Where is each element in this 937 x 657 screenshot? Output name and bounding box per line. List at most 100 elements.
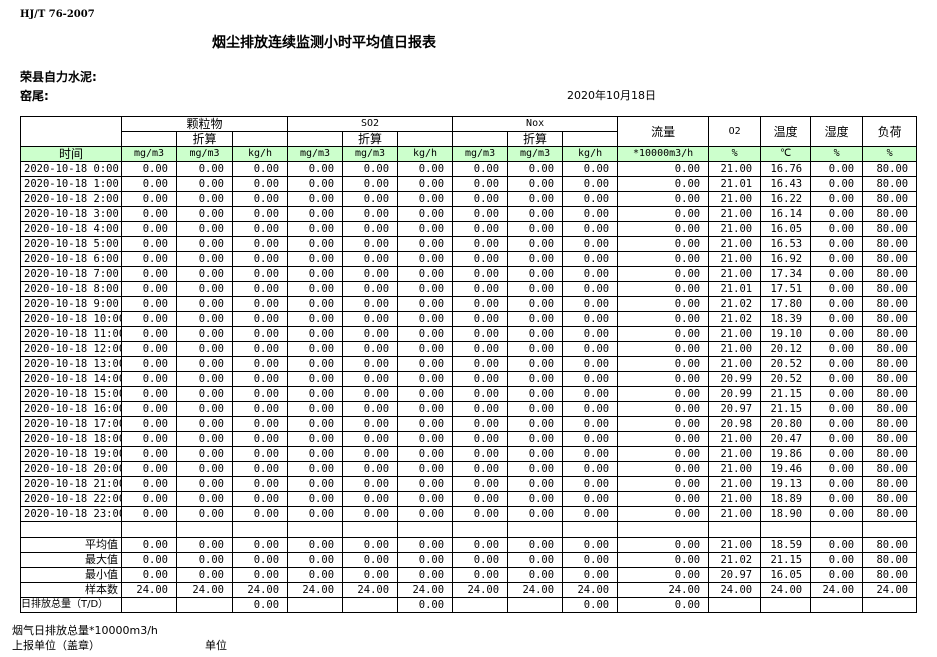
- summary-value: 0.00: [342, 567, 399, 583]
- value-cell: 0.00: [342, 206, 399, 222]
- value-cell: 0.00: [287, 311, 344, 327]
- summary-value: 0.00: [287, 537, 344, 553]
- value-cell: 0.00: [231, 446, 289, 462]
- summary-value: 21.15: [760, 552, 812, 568]
- value-cell: 0.00: [617, 476, 710, 492]
- header-row-converted: 折算 折算 折算: [21, 131, 917, 147]
- time-cell: 2020-10-18 15:00: [20, 386, 122, 402]
- value-cell: 0.00: [176, 281, 233, 297]
- value-cell: 0.00: [507, 326, 564, 342]
- value-cell: 21.00: [708, 506, 762, 522]
- time-cell: 2020-10-18 22:00: [20, 491, 122, 507]
- value-cell: 0.00: [231, 221, 289, 237]
- time-cell: 2020-10-18 8:00: [20, 281, 122, 297]
- value-cell: 0.00: [452, 446, 509, 462]
- empty-cell: [20, 521, 122, 538]
- header-converted: 折算: [507, 131, 564, 147]
- daily-total-value: [862, 597, 918, 613]
- time-cell: 2020-10-18 7:00: [20, 266, 122, 282]
- empty-cell: [452, 521, 509, 538]
- value-cell: 0.00: [231, 356, 289, 372]
- value-cell: 0.00: [342, 506, 399, 522]
- value-cell: 0.00: [342, 311, 399, 327]
- value-cell: 0.00: [810, 356, 864, 372]
- value-cell: 20.52: [760, 371, 812, 387]
- summary-value: 0.00: [562, 537, 619, 553]
- value-cell: 0.00: [287, 446, 344, 462]
- header-particulate: 颗粒物: [120, 116, 289, 132]
- table-row: 2020-10-18 9:00 0.00 0.00 0.00 0.00 0.00 0.00 0…: [20, 296, 918, 312]
- value-cell: 0.00: [176, 431, 233, 447]
- unit-cell: %: [708, 146, 762, 162]
- table-row: 2020-10-18 7:00 0.00 0.00 0.00 0.00 0.00 0.00 0…: [20, 266, 918, 282]
- value-cell: 0.00: [562, 446, 619, 462]
- value-cell: 0.00: [176, 341, 233, 357]
- value-cell: 20.99: [708, 386, 762, 402]
- value-cell: 0.00: [342, 341, 399, 357]
- value-cell: 0.00: [617, 386, 710, 402]
- empty-cell: [810, 521, 864, 538]
- daily-total-value: [176, 597, 233, 613]
- value-cell: 0.00: [176, 446, 233, 462]
- value-cell: 0.00: [397, 161, 454, 177]
- value-cell: 0.00: [452, 461, 509, 477]
- report-title: 烟尘排放连续监测小时平均值日报表: [212, 35, 436, 51]
- value-cell: 0.00: [452, 431, 509, 447]
- table-row: 2020-10-18 12:00 0.00 0.00 0.00 0.00 0.00 0.00…: [20, 341, 918, 357]
- value-cell: 0.00: [507, 341, 564, 357]
- header-time: 时间: [20, 146, 122, 162]
- header-blank: [121, 131, 177, 147]
- value-cell: 0.00: [617, 311, 710, 327]
- value-cell: 0.00: [507, 401, 564, 417]
- header-blank: [397, 131, 454, 147]
- value-cell: 0.00: [507, 476, 564, 492]
- value-cell: 0.00: [397, 506, 454, 522]
- value-cell: 0.00: [176, 401, 233, 417]
- value-cell: 0.00: [507, 206, 564, 222]
- daily-total-value: [760, 597, 812, 613]
- value-cell: 0.00: [507, 386, 564, 402]
- value-cell: 0.00: [617, 326, 710, 342]
- value-cell: 80.00: [862, 416, 918, 432]
- value-cell: 0.00: [121, 236, 177, 252]
- value-cell: 0.00: [507, 506, 564, 522]
- reporting-unit-label: 上报单位（盖章）: [12, 639, 100, 652]
- value-cell: 0.00: [176, 356, 233, 372]
- unit-label: 单位: [205, 639, 227, 652]
- value-cell: 0.00: [562, 401, 619, 417]
- summary-value: 0.00: [287, 567, 344, 583]
- summary-value: 0.00: [507, 567, 564, 583]
- value-cell: 0.00: [397, 236, 454, 252]
- value-cell: 0.00: [121, 311, 177, 327]
- value-cell: 0.00: [287, 296, 344, 312]
- value-cell: 0.00: [397, 416, 454, 432]
- value-cell: 0.00: [810, 236, 864, 252]
- unit-cell: kg/h: [231, 146, 289, 162]
- value-cell: 80.00: [862, 476, 918, 492]
- value-cell: 0.00: [617, 401, 710, 417]
- summary-value: 24.00: [397, 582, 454, 598]
- value-cell: 21.15: [760, 386, 812, 402]
- summary-value: 80.00: [862, 567, 918, 583]
- value-cell: 0.00: [176, 311, 233, 327]
- summary-value: 24.00: [760, 582, 812, 598]
- table-row: 2020-10-18 15:00 0.00 0.00 0.00 0.00 0.00 0.00…: [20, 386, 918, 402]
- table-row: 2020-10-18 13:00 0.00 0.00 0.00 0.00 0.00 0.00…: [20, 356, 918, 372]
- value-cell: 0.00: [397, 311, 454, 327]
- value-cell: 0.00: [507, 176, 564, 192]
- value-cell: 0.00: [121, 446, 177, 462]
- value-cell: 16.22: [760, 191, 812, 207]
- value-cell: 0.00: [617, 446, 710, 462]
- empty-cell: [231, 521, 289, 538]
- value-cell: 0.00: [397, 371, 454, 387]
- value-cell: 0.00: [810, 206, 864, 222]
- value-cell: 20.80: [760, 416, 812, 432]
- summary-value: 0.00: [507, 552, 564, 568]
- empty-cell: [397, 521, 454, 538]
- table-row: 2020-10-18 21:00 0.00 0.00 0.00 0.00 0.00 0.00…: [20, 476, 918, 492]
- table-row: 2020-10-18 4:00 0.00 0.00 0.00 0.00 0.00 0.00 0…: [20, 221, 918, 237]
- value-cell: 0.00: [121, 431, 177, 447]
- value-cell: 0.00: [452, 296, 509, 312]
- value-cell: 0.00: [342, 356, 399, 372]
- summary-value: 0.00: [121, 537, 177, 553]
